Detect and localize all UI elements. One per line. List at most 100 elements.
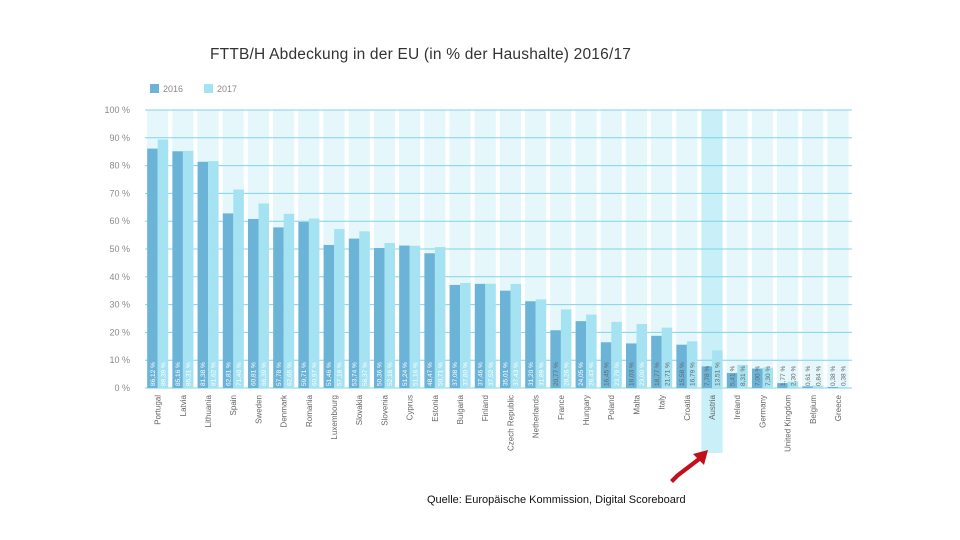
data-label: 37,08 %: [452, 362, 459, 386]
data-label: 48,47 %: [427, 362, 434, 386]
x-tick-label: Ireland: [733, 395, 742, 419]
data-label: 85,31 %: [185, 362, 192, 386]
arrow-icon: [670, 450, 708, 483]
bar: [434, 247, 446, 388]
bar: [726, 372, 738, 388]
data-label: 37,80 %: [463, 362, 470, 386]
data-label: 52,16 %: [387, 362, 394, 386]
bar: [636, 324, 647, 388]
bar: [802, 386, 813, 388]
data-label: 7,30 %: [765, 366, 772, 386]
bar: [449, 284, 461, 388]
bar: [500, 290, 511, 388]
data-label: 15,58 %: [679, 362, 686, 386]
bars: [147, 139, 849, 388]
data-label: 16,79 %: [689, 362, 696, 386]
x-tick-label: France: [557, 394, 566, 419]
data-label: 21,71 %: [664, 362, 671, 386]
x-tick-label: Germany: [758, 395, 767, 428]
data-label: 51,24 %: [402, 362, 409, 386]
bar: [737, 364, 748, 388]
data-label: 60,97 %: [311, 362, 318, 386]
bar: [384, 242, 395, 388]
data-label: 35,01 %: [503, 362, 510, 386]
data-label: 86,12 %: [150, 362, 157, 386]
bar: [172, 151, 183, 388]
legend-label: 2016: [163, 84, 183, 94]
data-label: 16,45 %: [603, 362, 610, 386]
bar: [273, 227, 284, 388]
x-tick-label: Hungary: [582, 395, 591, 425]
x-tick-label: Slovakia: [355, 394, 364, 425]
bar: [838, 386, 849, 388]
data-label: 16,03 %: [629, 362, 636, 386]
data-label: 62,65 %: [286, 362, 293, 386]
bar: [510, 283, 521, 388]
data-label: 7,00 %: [755, 366, 762, 386]
x-tick-label: Poland: [607, 395, 616, 420]
data-label: 0,38 %: [841, 366, 848, 386]
data-label: 8,31 %: [740, 366, 747, 386]
data-label: 50,71 %: [437, 362, 444, 386]
data-label: 85,16 %: [175, 362, 182, 386]
bar: [827, 386, 839, 388]
data-label: 37,52 %: [488, 362, 495, 386]
legend: 2016 2017: [150, 84, 237, 94]
y-tick-label: 60 %: [109, 216, 130, 226]
bar: [550, 330, 561, 388]
bar: [787, 381, 799, 388]
data-label: 59,71 %: [301, 362, 308, 386]
source-note: Quelle: Europäische Kommission, Digital …: [427, 494, 686, 506]
x-tick-label: Spain: [229, 395, 238, 415]
data-label: 60,81 %: [251, 362, 258, 386]
data-label: 81,62 %: [211, 362, 218, 386]
x-tick-label: Denmark: [280, 394, 289, 427]
bar: [777, 383, 788, 388]
data-label: 2,30 %: [790, 366, 797, 386]
bar: [575, 321, 587, 388]
data-label: 71,40 %: [236, 362, 243, 386]
bar: [283, 213, 295, 388]
x-tick-label: Belgium: [809, 395, 818, 424]
data-label: 51,16 %: [412, 362, 419, 386]
data-label: 23,79 %: [614, 362, 621, 386]
bar: [701, 366, 713, 388]
x-tick-label: Portugal: [154, 395, 163, 425]
data-label: 5,41 %: [729, 366, 736, 386]
data-label: 23,00 %: [639, 362, 646, 386]
data-label: 20,77 %: [553, 362, 560, 386]
bar: [460, 282, 471, 388]
bar: [812, 385, 824, 388]
bar: [399, 245, 410, 388]
x-tick-label: Bulgaria: [456, 394, 465, 424]
y-tick-label: 80 %: [109, 161, 130, 171]
bar: [233, 189, 244, 388]
bar: [661, 327, 673, 388]
bar: [208, 161, 219, 388]
x-tick-label: Malta: [632, 394, 641, 414]
bar: [474, 283, 486, 388]
bar: [248, 218, 259, 388]
bar: [626, 343, 637, 388]
x-tick-label: Slovenia: [380, 394, 389, 425]
y-tick-label: 100 %: [104, 105, 130, 115]
data-label: 37,43 %: [513, 362, 520, 386]
data-label: 53,74 %: [351, 362, 358, 386]
data-label: 0,61 %: [805, 366, 812, 386]
bar: [157, 139, 169, 388]
bar: [298, 222, 309, 388]
x-tick-label: Cyprus: [406, 395, 415, 420]
data-label: 18,77 %: [654, 362, 661, 386]
data-label: 31,89 %: [538, 362, 545, 386]
y-tick-label: 20 %: [109, 327, 130, 337]
data-label: 57,18 %: [337, 362, 344, 386]
bar: [611, 321, 622, 388]
x-tick-label: Czech Republic: [506, 395, 515, 451]
data-label: 31,20 %: [528, 362, 535, 386]
legend-swatch: [150, 84, 159, 93]
y-tick-label: 50 %: [109, 244, 130, 254]
bar: [485, 283, 496, 388]
data-label: 62,81 %: [225, 362, 232, 386]
legend-label: 2017: [217, 84, 237, 94]
